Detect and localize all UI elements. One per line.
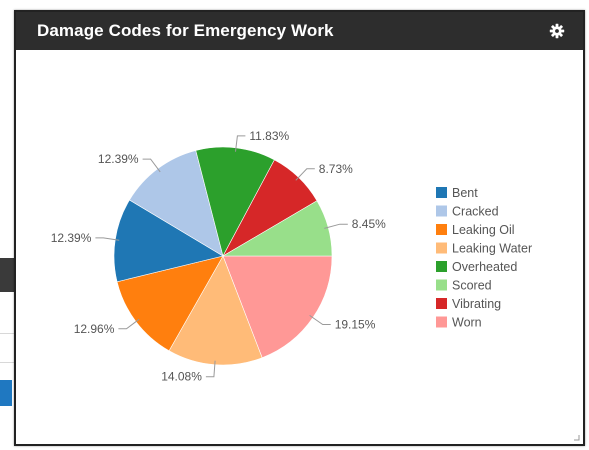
leader-line-leaking-water	[205, 360, 216, 378]
chart-area: 19.15% 14.08% 12.96% 12.39% 12.39% 11.83% 8.73…	[16, 50, 583, 444]
legend-swatch	[436, 224, 447, 235]
legend-label: Scored	[452, 279, 492, 293]
leader-line-overheated	[235, 135, 246, 152]
chart-widget: Damage Codes for Emergency Work	[14, 10, 585, 446]
leader-line-bent	[95, 237, 120, 241]
background-divider	[0, 362, 14, 363]
legend-label: Leaking Water	[452, 242, 532, 256]
legend-item-vibrating[interactable]: Vibrating	[436, 297, 501, 311]
legend-label: Overheated	[452, 260, 517, 274]
widget-header: Damage Codes for Emergency Work	[16, 12, 583, 50]
slice-label-overheated: 11.83%	[249, 129, 289, 143]
widget-title: Damage Codes for Emergency Work	[37, 21, 334, 40]
leader-line-vibrating	[295, 168, 315, 181]
legend-item-scored[interactable]: Scored	[436, 279, 492, 293]
pie-chart: 19.15% 14.08% 12.96% 12.39% 12.39% 11.83% 8.73…	[51, 129, 532, 384]
legend-label: Leaking Oil	[452, 223, 515, 237]
legend-swatch	[436, 298, 447, 309]
slice-label-worn: 19.15%	[335, 318, 376, 332]
resize-handle-icon[interactable]	[573, 434, 580, 441]
legend-swatch	[436, 279, 447, 291]
slice-label-scored: 8.45%	[352, 217, 386, 231]
background-divider	[0, 333, 14, 334]
leader-line-leaking-oil	[118, 318, 140, 330]
legend-item-leaking-water[interactable]: Leaking Water	[436, 242, 532, 256]
gear-icon[interactable]	[549, 23, 565, 39]
legend-label: Worn	[452, 316, 482, 330]
slice-labels: 19.15% 14.08% 12.96% 12.39% 12.39% 11.83% 8.73…	[51, 129, 386, 384]
leader-line-cracked	[142, 158, 161, 173]
legend-item-bent[interactable]: Bent	[436, 186, 478, 200]
legend-item-worn[interactable]: Worn	[436, 316, 482, 330]
slice-label-leaking-water: 14.08%	[161, 370, 202, 384]
legend-item-overheated[interactable]: Overheated	[436, 260, 517, 274]
legend-item-leaking-oil[interactable]: Leaking Oil	[436, 223, 515, 237]
legend-label: Bent	[452, 186, 478, 200]
leader-line-worn	[309, 314, 331, 325]
label-leaders	[95, 135, 348, 378]
slice-label-leaking-oil: 12.96%	[74, 322, 115, 336]
slice-label-vibrating: 8.73%	[319, 162, 353, 176]
background-selected-row	[0, 380, 12, 406]
slice-label-bent: 12.39%	[51, 231, 92, 245]
legend-label: Vibrating	[452, 297, 501, 311]
leader-line-scored	[324, 223, 348, 229]
chart-legend: Bent Cracked Leaking Oil Leaking Water Overh…	[436, 186, 532, 330]
legend-label: Cracked	[452, 205, 499, 219]
pie-slices	[113, 146, 333, 366]
legend-swatch	[436, 187, 447, 198]
background-panel-strip	[0, 258, 14, 292]
slice-label-cracked: 12.39%	[98, 152, 139, 166]
legend-swatch	[436, 316, 447, 328]
legend-swatch	[436, 261, 447, 272]
legend-swatch	[436, 242, 447, 254]
legend-item-cracked[interactable]: Cracked	[436, 205, 499, 219]
legend-swatch	[436, 205, 447, 217]
